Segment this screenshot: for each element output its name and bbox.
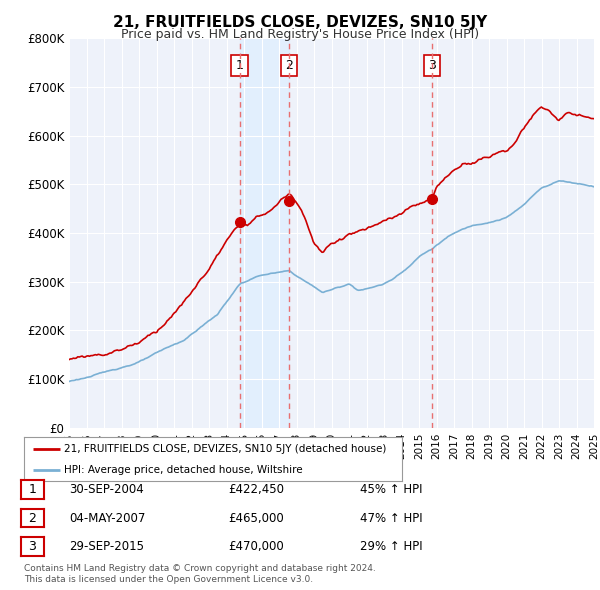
Text: 30-SEP-2004: 30-SEP-2004 bbox=[69, 483, 144, 496]
Text: £422,450: £422,450 bbox=[228, 483, 284, 496]
Text: 2: 2 bbox=[285, 59, 293, 72]
Text: 47% ↑ HPI: 47% ↑ HPI bbox=[360, 512, 422, 525]
Text: 3: 3 bbox=[428, 59, 436, 72]
Text: 21, FRUITFIELDS CLOSE, DEVIZES, SN10 5JY (detached house): 21, FRUITFIELDS CLOSE, DEVIZES, SN10 5JY… bbox=[64, 444, 386, 454]
Text: Contains HM Land Registry data © Crown copyright and database right 2024.: Contains HM Land Registry data © Crown c… bbox=[24, 565, 376, 573]
Text: This data is licensed under the Open Government Licence v3.0.: This data is licensed under the Open Gov… bbox=[24, 575, 313, 584]
Text: 1: 1 bbox=[236, 59, 244, 72]
Text: 29-SEP-2015: 29-SEP-2015 bbox=[69, 540, 144, 553]
Text: HPI: Average price, detached house, Wiltshire: HPI: Average price, detached house, Wilt… bbox=[64, 465, 302, 475]
Text: Price paid vs. HM Land Registry's House Price Index (HPI): Price paid vs. HM Land Registry's House … bbox=[121, 28, 479, 41]
Text: 2: 2 bbox=[28, 512, 37, 525]
Text: 21, FRUITFIELDS CLOSE, DEVIZES, SN10 5JY: 21, FRUITFIELDS CLOSE, DEVIZES, SN10 5JY bbox=[113, 15, 487, 30]
Text: 45% ↑ HPI: 45% ↑ HPI bbox=[360, 483, 422, 496]
Text: 04-MAY-2007: 04-MAY-2007 bbox=[69, 512, 145, 525]
Text: 29% ↑ HPI: 29% ↑ HPI bbox=[360, 540, 422, 553]
Bar bbox=[239, 38, 289, 428]
Text: 1: 1 bbox=[28, 483, 37, 496]
Text: £465,000: £465,000 bbox=[228, 512, 284, 525]
Text: 3: 3 bbox=[28, 540, 37, 553]
Text: £470,000: £470,000 bbox=[228, 540, 284, 553]
